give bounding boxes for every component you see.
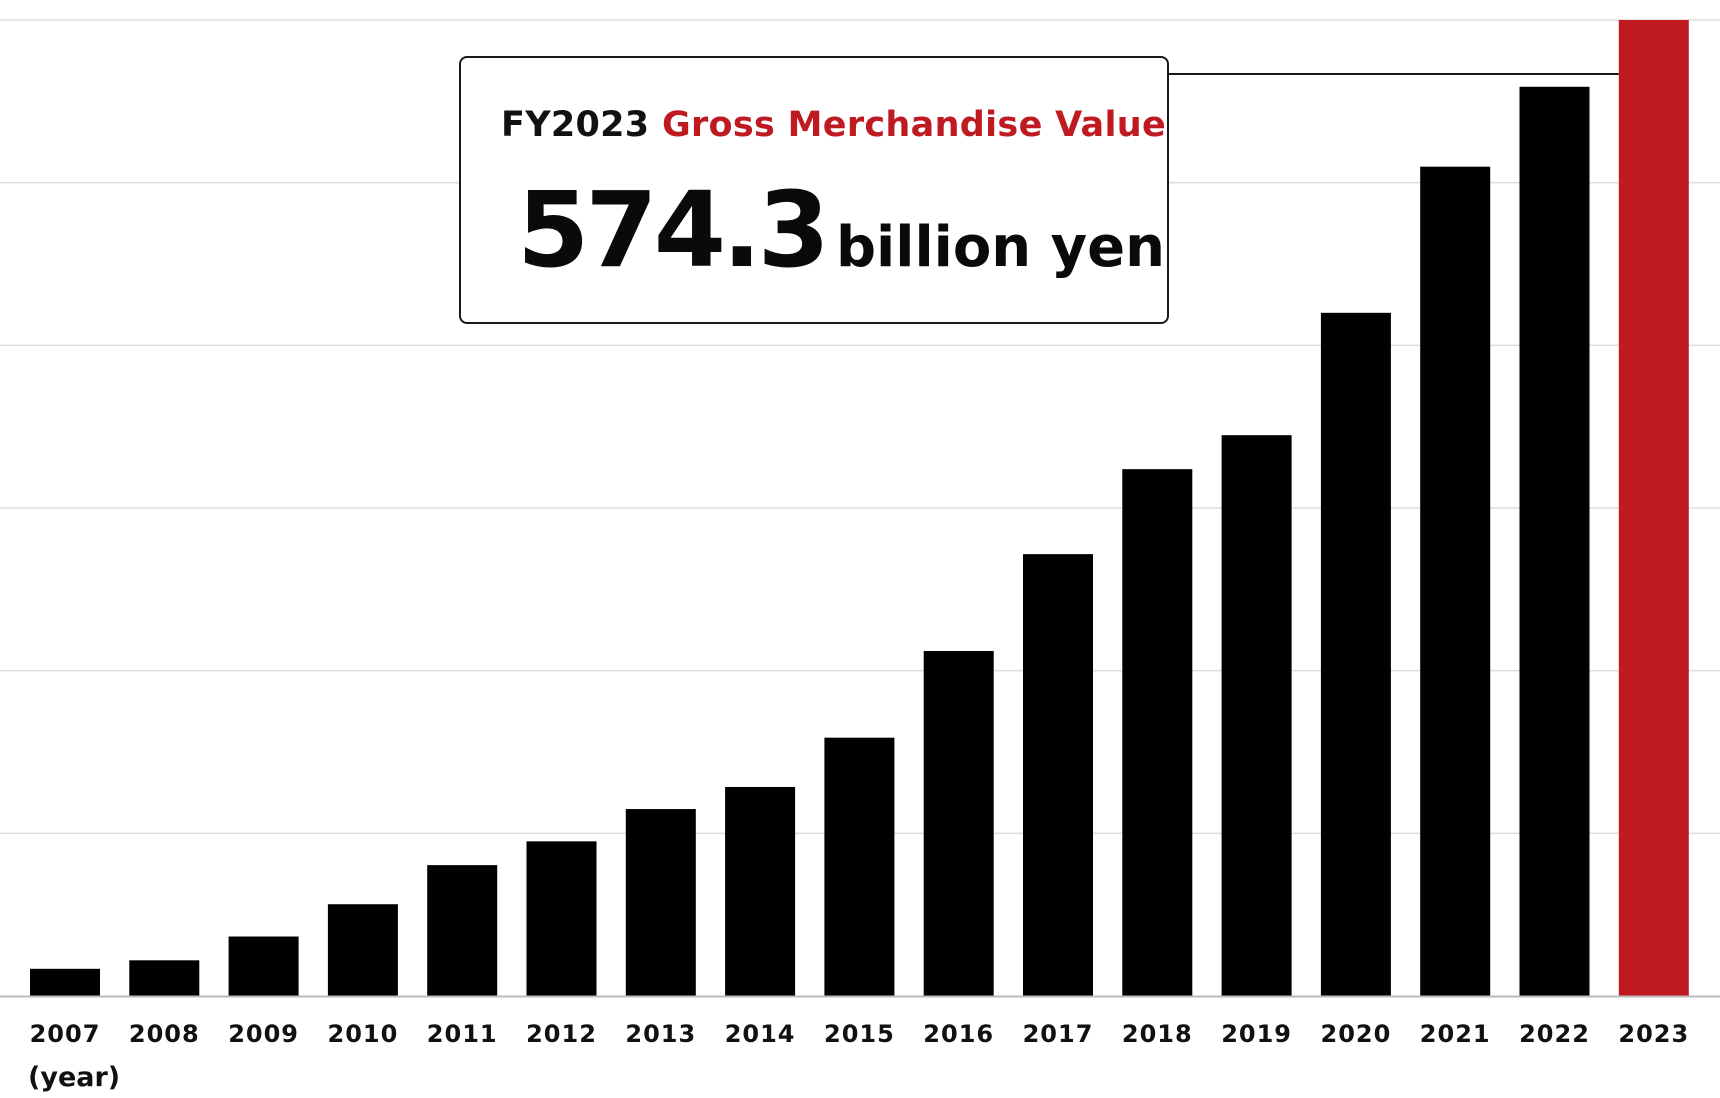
x-tick-label-2010: 2010: [328, 1020, 399, 1048]
gmv-callout-box: FY2023 Gross Merchandise Value 574.3 bil…: [459, 56, 1169, 324]
bar-2017: [1023, 554, 1093, 996]
x-tick-label-2020: 2020: [1321, 1020, 1392, 1048]
callout-unit: billion yen: [835, 215, 1166, 280]
bar-2020: [1320, 312, 1391, 996]
bar-2012: [526, 841, 597, 996]
callout-value: 574.3: [517, 169, 830, 291]
bar-2014: [725, 786, 796, 996]
callout-fiscal-year: FY2023: [501, 105, 650, 145]
bar-2013: [625, 809, 696, 996]
bar-2019: [1221, 435, 1292, 997]
bar-2008: [129, 960, 200, 996]
x-tick-label-2013: 2013: [625, 1020, 696, 1048]
bar-2021: [1420, 166, 1491, 996]
x-tick-label-2021: 2021: [1420, 1020, 1491, 1048]
callout-value-row: 574.3 billion yen: [517, 178, 1165, 282]
x-tick-label-2023: 2023: [1618, 1020, 1689, 1048]
x-tick-label-2012: 2012: [526, 1020, 597, 1048]
x-tick-label-2016: 2016: [923, 1020, 994, 1048]
x-axis: 2007 2008 2009 2010 2011 2012 2013 2014 2015 2016…: [0, 995, 1720, 1048]
bars: [30, 20, 1689, 997]
x-tick-label-2017: 2017: [1023, 1020, 1094, 1048]
callout-metric-name: Gross Merchandise Value: [661, 105, 1167, 145]
x-tick-label-2019: 2019: [1221, 1020, 1292, 1048]
callout-title: FY2023 Gross Merchandise Value: [501, 108, 1166, 143]
x-tick-label-2011: 2011: [427, 1020, 498, 1048]
x-tick-label-2015: 2015: [824, 1020, 895, 1048]
bar-2011: [427, 865, 498, 996]
x-tick-label-2018: 2018: [1122, 1020, 1193, 1048]
bar-2015: [824, 737, 895, 996]
x-tick-label-2022: 2022: [1519, 1020, 1590, 1048]
bar-2023: [1618, 20, 1689, 996]
x-tick-label-2014: 2014: [725, 1020, 796, 1048]
x-tick-label-2007: 2007: [30, 1020, 101, 1048]
bar-2010: [327, 904, 398, 996]
bar-2007: [30, 968, 100, 996]
x-axis-unit-label: (year): [28, 1062, 121, 1093]
x-tick-label-2009: 2009: [228, 1020, 299, 1048]
bar-2018: [1122, 469, 1193, 996]
bar-2022: [1519, 86, 1590, 996]
bar-2009: [228, 936, 299, 996]
x-tick-label-2008: 2008: [129, 1020, 200, 1048]
bar-2016: [923, 651, 994, 996]
